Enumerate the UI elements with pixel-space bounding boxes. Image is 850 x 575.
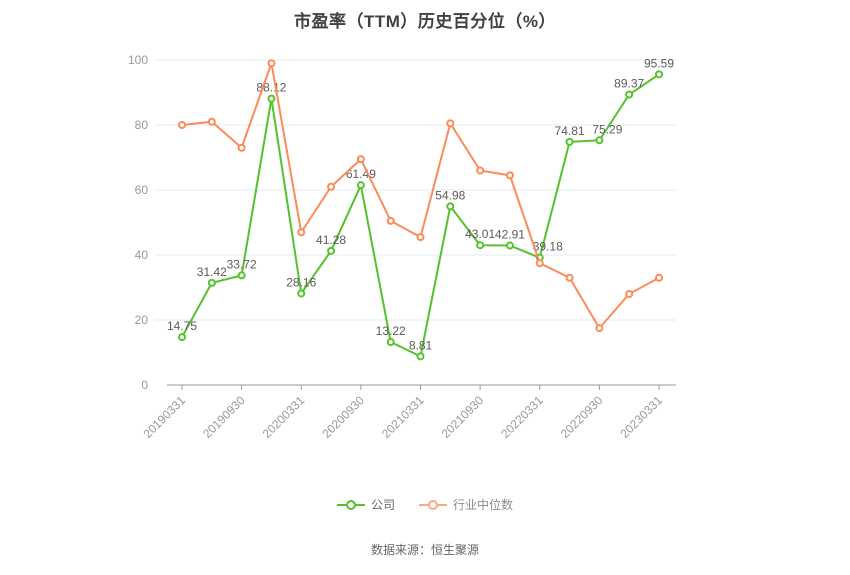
y-axis-tick-label: 0 [141, 378, 148, 392]
data-point-industry-median[interactable] [178, 121, 186, 129]
legend-label-company: 公司 [370, 498, 395, 512]
data-point-company[interactable] [178, 333, 186, 342]
data-point-industry-median[interactable] [297, 228, 306, 237]
x-axis-tick-label: 20210331 [379, 393, 427, 441]
chart-plot-area: 0 20 40 60 80 100 20190331 20190930 20200331 2020… [128, 53, 676, 441]
company-series-marker-icon [336, 499, 365, 510]
x-axis-tick-label: 20200331 [260, 393, 308, 441]
data-point-industry-median[interactable] [237, 143, 246, 152]
series-line-industry-median [181, 62, 660, 330]
legend-item-company[interactable]: 公司 [336, 496, 395, 513]
data-point-industry-median[interactable] [446, 119, 455, 128]
legend-label-industry-median: 行业中位数 [453, 498, 514, 512]
industry-marker-ring-icon [428, 499, 438, 510]
data-point-label: 54.98 [435, 188, 465, 202]
data-point-label: 39.18 [533, 240, 563, 254]
data-point-label: 42.91 [495, 228, 525, 242]
data-point-industry-median[interactable] [505, 171, 514, 180]
data-point-company[interactable] [416, 352, 425, 361]
y-axis-tick-label: 60 [135, 183, 149, 197]
data-point-company[interactable] [565, 137, 574, 146]
data-point-company[interactable] [655, 70, 663, 79]
data-point-label: 74.81 [555, 124, 585, 138]
data-point-label: 14.75 [167, 319, 197, 333]
data-point-industry-median[interactable] [416, 233, 425, 242]
y-axis-tick-label: 80 [135, 118, 149, 132]
data-point-company[interactable] [356, 181, 365, 190]
data-point-company[interactable] [237, 271, 246, 280]
data-point-label: 43.01 [465, 227, 495, 241]
company-marker-ring-icon [345, 499, 356, 510]
data-point-industry-median[interactable] [267, 59, 276, 68]
data-point-label: 89.37 [614, 77, 644, 91]
data-point-industry-median[interactable] [565, 273, 574, 282]
data-point-company[interactable] [297, 289, 306, 298]
data-source-note: 数据来源：恒生聚源 [370, 543, 479, 557]
data-point-industry-median[interactable] [386, 216, 395, 225]
data-point-industry-median[interactable] [476, 166, 485, 175]
industry-series-marker-icon [419, 499, 447, 510]
data-point-label: 28.16 [286, 275, 316, 289]
legend: 公司 行业中位数 [0, 496, 850, 513]
x-axis-tick-label: 20210930 [439, 393, 487, 441]
data-point-label: 31.42 [197, 265, 227, 279]
data-point-industry-median[interactable] [327, 182, 336, 191]
data-point-industry-median[interactable] [207, 117, 216, 126]
data-point-label: 95.59 [644, 56, 674, 70]
data-point-label: 13.22 [376, 324, 406, 338]
data-point-company[interactable] [595, 136, 604, 145]
data-point-industry-median[interactable] [356, 155, 365, 164]
x-axis-tick-label: 20220930 [558, 393, 606, 441]
data-point-industry-median[interactable] [625, 290, 634, 298]
y-axis-tick-label: 20 [135, 313, 149, 327]
x-axis-tick-label: 20190331 [140, 393, 188, 441]
x-axis-tick-label: 20220331 [498, 393, 546, 441]
data-point-label: 61.49 [346, 167, 376, 181]
data-point-industry-median[interactable] [655, 273, 663, 282]
chart-title: 市盈率（TTM）历史百分位（%） [293, 12, 557, 31]
data-point-label: 41.28 [316, 233, 346, 247]
data-point-company[interactable] [446, 202, 455, 211]
data-point-company[interactable] [386, 338, 395, 347]
legend-item-industry-median[interactable]: 行业中位数 [419, 496, 513, 513]
x-axis-tick-label: 20230331 [617, 393, 665, 441]
data-point-company[interactable] [625, 90, 634, 99]
data-point-company[interactable] [505, 241, 514, 250]
data-point-company[interactable] [207, 278, 216, 287]
data-point-company[interactable] [476, 241, 485, 250]
data-point-label: 33.72 [227, 257, 257, 271]
data-point-company[interactable] [267, 94, 276, 103]
data-point-industry-median[interactable] [535, 259, 544, 268]
data-point-company[interactable] [327, 246, 336, 255]
data-point-industry-median[interactable] [595, 324, 604, 333]
data-point-label: 8.81 [409, 338, 433, 352]
y-axis-tick-label: 40 [135, 248, 149, 262]
x-axis-tick-label: 20190930 [200, 393, 248, 441]
x-axis-tick-label: 20200930 [319, 393, 367, 441]
data-point-label: 75.29 [592, 122, 622, 136]
y-axis-tick-label: 100 [128, 53, 148, 67]
